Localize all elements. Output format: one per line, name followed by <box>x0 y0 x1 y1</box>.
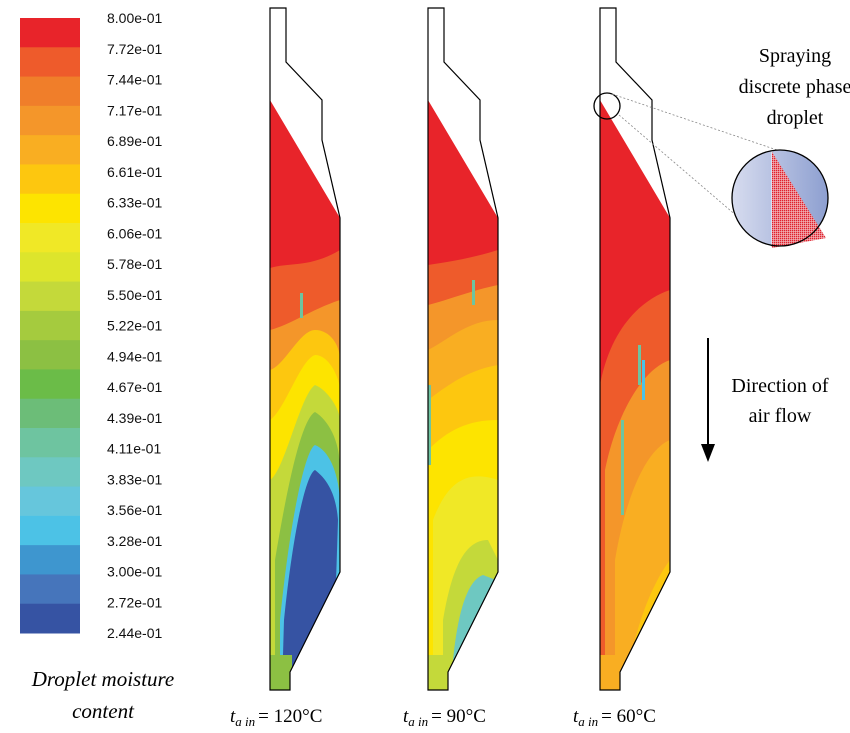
colorbar-label: 8.00e-01 <box>107 10 162 26</box>
droplet-inset <box>593 92 829 248</box>
colorbar-band <box>20 428 80 458</box>
g-shape <box>600 100 670 690</box>
colorbar-band <box>20 457 80 488</box>
colorbar-band <box>20 545 80 575</box>
colorbar-band <box>20 603 80 634</box>
path-shape <box>701 444 715 462</box>
annotations: Spraying discrete phase droplet Directio… <box>31 45 850 723</box>
panel-subscript: a in <box>235 714 255 729</box>
circle-shape <box>731 149 829 247</box>
colorbar-label: 2.44e-01 <box>107 625 162 641</box>
circle-shape <box>593 92 621 120</box>
rect-shape <box>428 655 450 690</box>
colorbar-band <box>20 105 80 136</box>
panel-value: = 90°C <box>431 706 486 727</box>
colorbar-band <box>20 76 80 107</box>
colorbar-band <box>20 340 80 370</box>
path-shape <box>427 7 499 691</box>
annotation: discrete phase <box>739 76 850 98</box>
colorbar-label: 3.28e-01 <box>107 533 162 549</box>
path-shape <box>772 152 826 248</box>
panel-symbol: t <box>230 706 236 727</box>
colorbar-band <box>20 18 80 48</box>
colorbar-label: 6.33e-01 <box>107 195 162 211</box>
colorbar-label: 4.39e-01 <box>107 410 162 426</box>
colorbar-band <box>20 515 80 546</box>
annotation: air flow <box>749 405 812 427</box>
colorbar-band <box>20 369 80 400</box>
colorbar-label: 5.78e-01 <box>107 256 162 272</box>
rect-shape <box>472 280 475 305</box>
colorbar-label: 6.89e-01 <box>107 133 162 149</box>
colorbar-label: 3.83e-01 <box>107 471 162 487</box>
panel-value: = 120°C <box>258 706 322 727</box>
rect-shape <box>621 420 624 515</box>
annotation: Direction of <box>731 375 829 397</box>
colorbar-band <box>20 47 80 78</box>
contour-panel <box>427 7 499 691</box>
colorbar-band <box>20 135 80 165</box>
annotation: droplet <box>767 107 824 129</box>
colorbar-label: 7.17e-01 <box>107 102 162 118</box>
panel-label: ta in = 60°C <box>573 706 656 729</box>
colorbar-band <box>20 398 80 429</box>
colorbar-label: 5.22e-01 <box>107 318 162 334</box>
contour-panel <box>599 7 671 691</box>
colorbar-band <box>20 486 80 517</box>
colorbar-band <box>20 193 80 224</box>
rect-shape <box>428 385 431 465</box>
colorbar-label: 4.11e-01 <box>107 441 161 457</box>
annotation: Spraying <box>759 45 831 67</box>
colorbar-title: content <box>72 699 135 723</box>
panel-label: ta in = 120°C <box>230 706 322 729</box>
panel-value: = 60°C <box>601 706 656 727</box>
colorbar: 8.00e-01 7.72e-01 7.44e-01 7.17e-01 6.89e-01… <box>20 10 162 641</box>
colorbar-band <box>20 164 80 195</box>
panel-label: ta in = 90°C <box>403 706 486 729</box>
rect-shape <box>642 360 645 400</box>
colorbar-label: 4.94e-01 <box>107 348 162 364</box>
contour-panel <box>269 7 341 691</box>
path-shape <box>269 7 341 691</box>
colorbar-label: 6.06e-01 <box>107 225 162 241</box>
rect-shape <box>600 655 622 690</box>
rect-shape <box>300 293 303 318</box>
colorbar-label: 5.50e-01 <box>107 287 162 303</box>
colorbar-label: 2.72e-01 <box>107 594 162 610</box>
colorbar-label: 3.00e-01 <box>107 564 162 580</box>
g-shape <box>270 100 340 690</box>
colorbar-label: 6.61e-01 <box>107 164 162 180</box>
path-shape <box>599 7 671 691</box>
colorbar-label: 4.67e-01 <box>107 379 162 395</box>
colorbar-title: Droplet moisture <box>31 667 175 691</box>
flow-arrow <box>701 338 715 462</box>
colorbar-label: 7.72e-01 <box>107 41 162 57</box>
colorbar-label: 7.44e-01 <box>107 72 162 88</box>
panel-symbol: t <box>573 706 579 727</box>
colorbar-band <box>20 574 80 605</box>
panel-symbol: t <box>403 706 409 727</box>
panel-labels: ta in = 120°C ta in = 90°C ta in = 60°C <box>230 706 656 729</box>
colorbar-band <box>20 252 80 283</box>
line-shape <box>611 93 778 151</box>
colorbar-band <box>20 310 80 341</box>
colorbar-band <box>20 281 80 312</box>
colorbar-label: 3.56e-01 <box>107 502 162 518</box>
panel-subscript: a in <box>408 714 428 729</box>
rect-shape <box>270 655 292 690</box>
path-shape <box>282 470 338 690</box>
panel-subscript: a in <box>578 714 598 729</box>
g-shape <box>428 100 498 690</box>
colorbar-band <box>20 223 80 253</box>
rect-shape <box>638 345 641 385</box>
